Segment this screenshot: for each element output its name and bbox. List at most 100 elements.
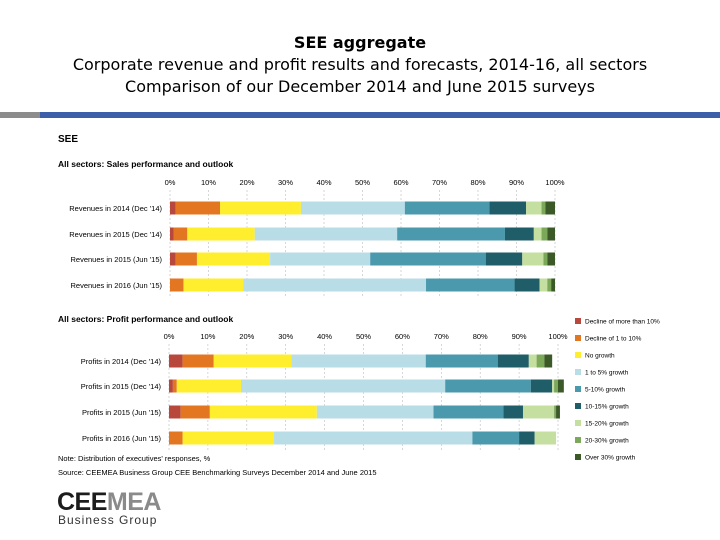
bar-segment-1-to-5-growth	[270, 252, 371, 266]
bar-segment-over-30-growth	[551, 278, 555, 292]
legend-label: 5-10% growth	[585, 387, 625, 394]
legend-label: No growth	[585, 353, 615, 360]
bar-segment-5-10-growth	[425, 354, 498, 368]
bar-segment-15-20-growth	[534, 431, 557, 445]
category-label: Revenues in 2015 (Dec '14)	[69, 230, 162, 239]
bar-segment-no-growth	[182, 431, 275, 445]
x-tick-label: 20%	[239, 178, 254, 187]
bar-segment-5-10-growth	[397, 227, 505, 241]
bar-segment-1-to-5-growth	[291, 354, 426, 368]
x-tick-label: 40%	[316, 178, 331, 187]
bar-segment-decline-of-1-to-10	[180, 405, 210, 419]
bar-segment-10-15-growth	[497, 354, 529, 368]
legend-swatch	[575, 437, 581, 443]
x-tick-label: 80%	[470, 178, 485, 187]
bar-segment-5-10-growth	[445, 379, 531, 393]
category-label: Revenues in 2016 (Jun '15)	[71, 281, 163, 290]
legend-label: 20-30% growth	[585, 438, 629, 445]
bar-segment-20-30-growth	[554, 379, 558, 393]
chart-title: All sectors: Sales performance and outlo…	[58, 159, 234, 169]
x-tick-label: 90%	[509, 178, 524, 187]
x-tick-label: 60%	[395, 332, 410, 341]
bar-segment-20-30-growth	[547, 278, 552, 292]
bar-segment-decline-of-1-to-10	[175, 252, 197, 266]
panel-heading: SEE	[58, 134, 78, 145]
bar-segment-5-10-growth	[433, 405, 504, 419]
legend-swatch	[575, 454, 581, 460]
company-logo: CEEMEA Business Group	[57, 488, 162, 527]
bar-segment-1-to-5-growth	[243, 278, 427, 292]
bar-segment-decline-of-1-to-10	[172, 379, 177, 393]
bar-segment-decline-of-more-than-10	[169, 354, 183, 368]
bar-segment-10-15-growth	[514, 278, 540, 292]
bar-segment-15-20-growth	[528, 354, 537, 368]
logo-part-2: MEA	[106, 488, 162, 516]
x-tick-label: 20%	[239, 332, 254, 341]
x-tick-label: 10%	[200, 332, 215, 341]
x-tick-label: 30%	[278, 178, 293, 187]
bar-segment-5-10-growth	[404, 201, 490, 215]
category-label: Revenues in 2015 (Jun '15)	[71, 255, 163, 264]
bar-segment-decline-of-more-than-10	[169, 379, 173, 393]
bar-segment-1-to-5-growth	[240, 379, 446, 393]
bar-segment-over-30-growth	[547, 227, 555, 241]
bar-segment-no-growth	[196, 252, 271, 266]
bar-segment-15-20-growth	[539, 278, 548, 292]
bar-segment-20-30-growth	[536, 354, 545, 368]
slide-subtitle-1: Corporate revenue and profit results and…	[72, 55, 648, 74]
bar-segment-decline-of-more-than-10	[170, 227, 174, 241]
profit-chart: All sectors: Profit performance and outl…	[58, 314, 568, 450]
category-label: Profits in 2015 (Dec '14)	[81, 382, 162, 391]
header-rule-grey	[0, 112, 40, 118]
legend-swatch	[575, 335, 581, 341]
x-tick-label: 50%	[355, 178, 370, 187]
x-tick-label: 40%	[317, 332, 332, 341]
bar-segment-decline-of-more-than-10	[169, 405, 181, 419]
bar-segment-no-growth	[220, 201, 301, 215]
bar-segment-20-30-growth	[543, 252, 548, 266]
legend-swatch	[575, 420, 581, 426]
bar-segment-10-15-growth	[504, 227, 534, 241]
legend-label: Over 30% growth	[585, 455, 636, 462]
bar-segment-decline-of-more-than-10	[170, 252, 176, 266]
legend-label: 10-15% growth	[585, 404, 629, 411]
bar-segment-decline-of-1-to-10	[173, 227, 188, 241]
header-rule-blue	[40, 112, 720, 118]
bar-segment-decline-of-1-to-10	[182, 354, 214, 368]
bar-segment-15-20-growth	[522, 405, 555, 419]
bar-segment-20-30-growth	[554, 405, 557, 419]
chart-source: Source: CEEMEA Business Group CEE Benchm…	[58, 468, 377, 477]
x-tick-label: 70%	[434, 332, 449, 341]
bar-segment-10-15-growth	[485, 252, 523, 266]
bar-segment-over-30-growth	[545, 201, 555, 215]
bar-segment-1-to-5-growth	[300, 201, 405, 215]
bar-segment-1-to-5-growth	[316, 405, 434, 419]
header-rule	[0, 112, 720, 118]
x-tick-label: 60%	[393, 178, 408, 187]
bar-segment-no-growth	[213, 354, 292, 368]
bar-segment-over-30-growth	[558, 379, 564, 393]
bar-segment-decline-of-more-than-10	[170, 201, 176, 215]
logo-part-1: CEE	[57, 488, 107, 516]
bar-segment-no-growth	[183, 278, 244, 292]
legend-swatch	[575, 352, 581, 358]
bar-segment-no-growth	[209, 405, 317, 419]
bar-segment-20-30-growth	[541, 227, 548, 241]
x-tick-label: 70%	[432, 178, 447, 187]
legend-swatch	[575, 403, 581, 409]
bar-segment-over-30-growth	[556, 405, 560, 419]
category-label: Profits in 2016 (Jun '15)	[82, 434, 161, 443]
sales-chart: All sectors: Sales performance and outlo…	[58, 159, 565, 296]
x-tick-label: 10%	[201, 178, 216, 187]
bar-segment-decline-of-1-to-10	[175, 201, 221, 215]
chart-legend: Decline of more than 10% Decline of 1 to …	[575, 318, 660, 462]
bar-segment-over-30-growth	[544, 354, 553, 368]
legend-label: Decline of 1 to 10%	[585, 336, 642, 343]
bar-segment-5-10-growth	[472, 431, 520, 445]
bar-segment-5-10-growth	[370, 252, 486, 266]
x-tick-label: 100%	[545, 178, 565, 187]
category-label: Revenues in 2014 (Dec '14)	[69, 204, 162, 213]
bar-segment-15-20-growth	[552, 379, 555, 393]
bar-segment-10-15-growth	[530, 379, 553, 393]
bar-segment-10-15-growth	[519, 431, 535, 445]
